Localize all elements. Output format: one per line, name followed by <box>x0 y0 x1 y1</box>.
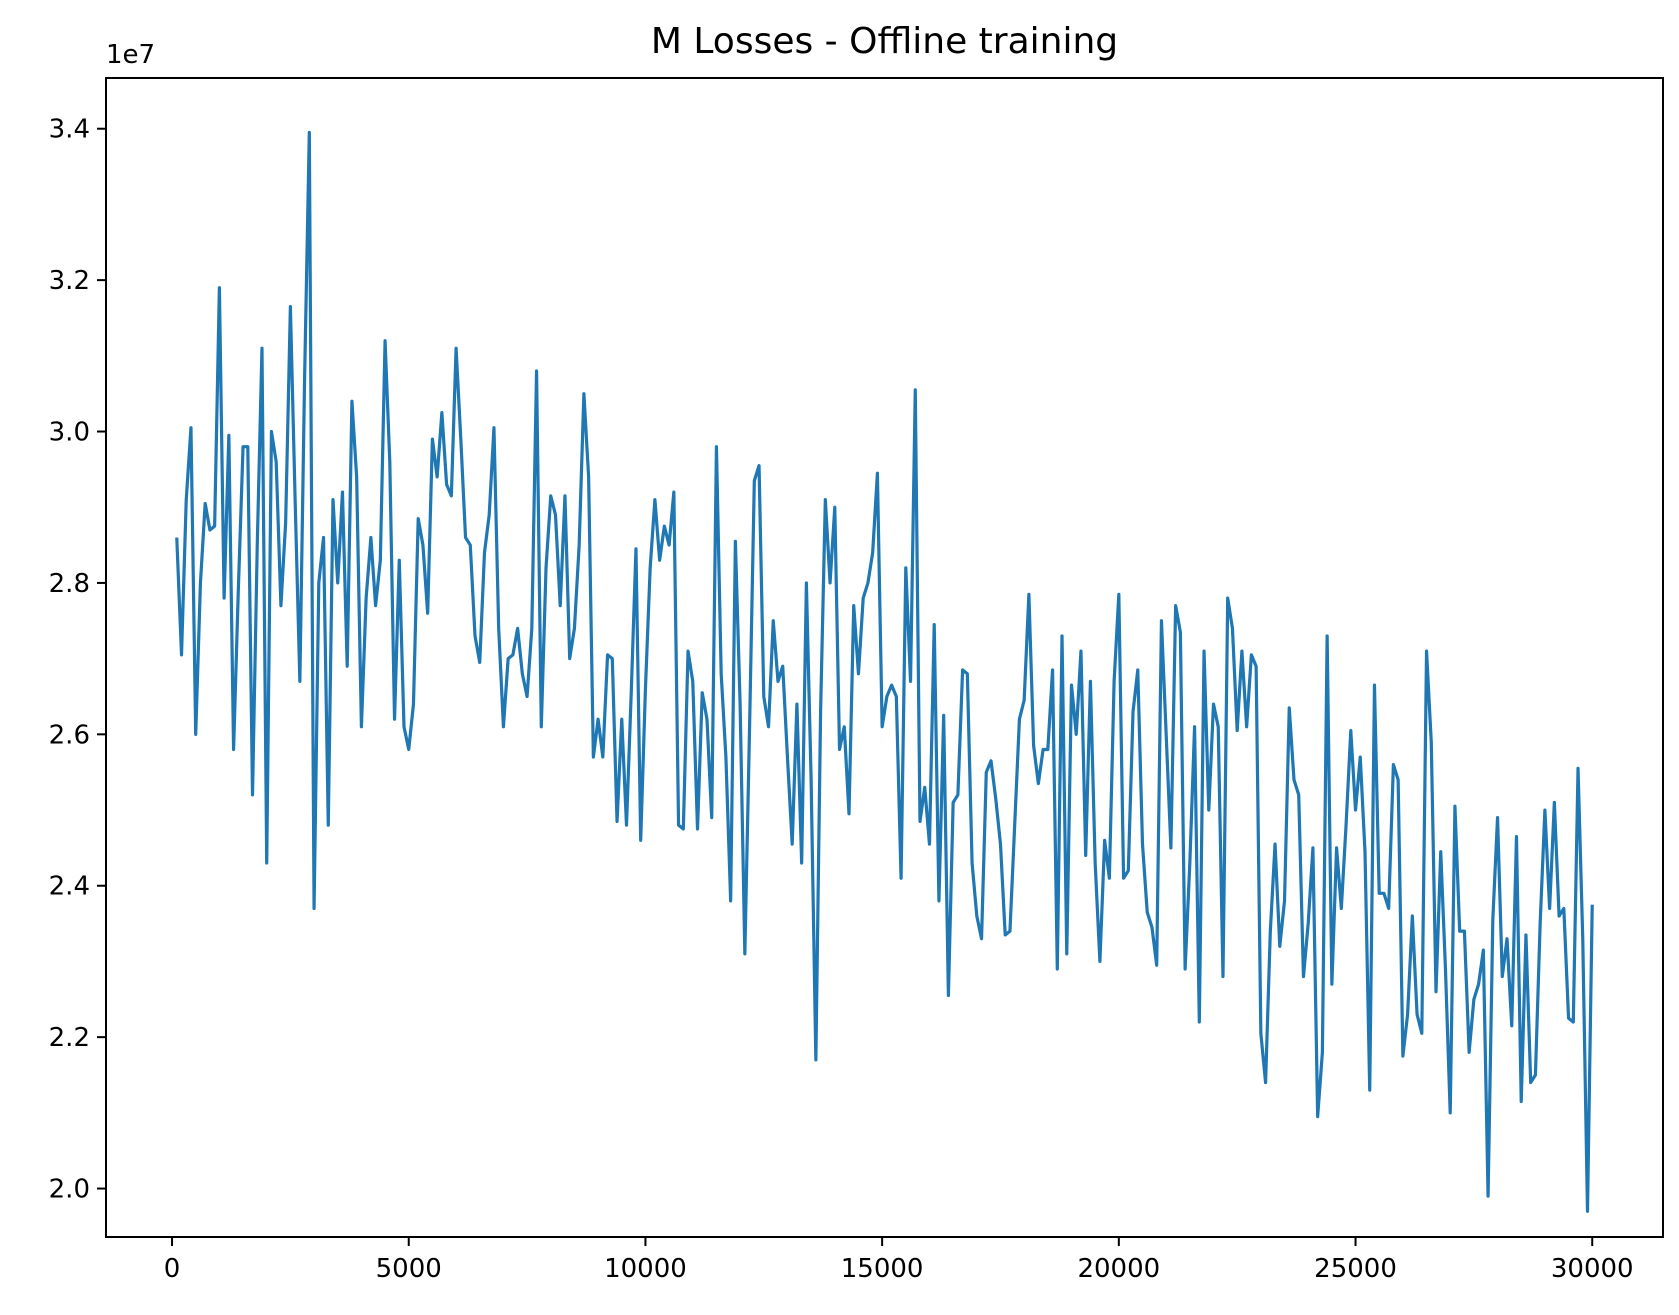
y-tick-label: 2.8 <box>49 569 90 599</box>
chart-title: M Losses - Offline training <box>651 21 1118 62</box>
y-axis-ticks: 2.0 2.2 2.4 2.6 2.8 3.0 3.2 3.4 <box>49 115 106 1205</box>
x-tick-label: 5000 <box>376 1254 442 1284</box>
y-tick-label: 2.2 <box>49 1023 90 1053</box>
x-tick-label: 25000 <box>1314 1254 1397 1284</box>
y-tick-label: 2.4 <box>49 872 90 902</box>
x-tick-label: 0 <box>164 1254 181 1284</box>
x-tick-label: 30000 <box>1551 1254 1634 1284</box>
x-tick-label: 20000 <box>1077 1254 1160 1284</box>
y-tick-label: 3.0 <box>49 418 90 448</box>
series-line <box>175 130 1594 1213</box>
y-tick-label: 2.0 <box>49 1175 90 1205</box>
y-tick-label: 3.2 <box>49 266 90 296</box>
y-tick-label: 2.6 <box>49 720 90 750</box>
x-tick-label: 15000 <box>841 1254 924 1284</box>
y-tick-label: 3.4 <box>49 115 90 145</box>
x-tick-label: 10000 <box>604 1254 687 1284</box>
y-axis-offset-label: 1e7 <box>106 40 155 70</box>
series-layer <box>175 130 1594 1213</box>
plot-frame <box>105 77 1664 1238</box>
x-axis-ticks: 0 5000 10000 15000 20000 25000 30000 <box>164 1237 1634 1284</box>
